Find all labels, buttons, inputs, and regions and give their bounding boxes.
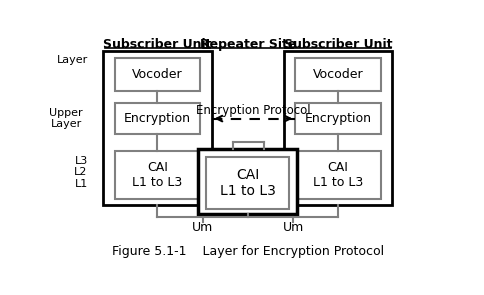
Text: CAI
L1 to L3: CAI L1 to L3: [132, 161, 182, 189]
Text: CAI
L1 to L3: CAI L1 to L3: [220, 168, 276, 198]
Text: Encryption Protocol: Encryption Protocol: [196, 104, 311, 117]
Text: Encryption: Encryption: [304, 112, 371, 125]
Bar: [103, 51, 212, 205]
Text: Figure 5.1-1    Layer for Encryption Protocol: Figure 5.1-1 Layer for Encryption Protoc…: [112, 245, 384, 258]
Text: CAI
L1 to L3: CAI L1 to L3: [313, 161, 363, 189]
Bar: [295, 151, 380, 199]
Bar: [206, 157, 289, 209]
Text: Encryption: Encryption: [124, 112, 191, 125]
Bar: [115, 151, 200, 199]
Bar: [115, 58, 200, 91]
Bar: [115, 103, 200, 134]
Text: L3
L2
L1: L3 L2 L1: [74, 156, 88, 189]
Bar: [295, 103, 380, 134]
Text: Subscriber Unit: Subscriber Unit: [284, 38, 392, 51]
Text: Um: Um: [282, 222, 303, 235]
Text: Um: Um: [192, 222, 213, 235]
Bar: [295, 58, 380, 91]
Text: Repeater Site: Repeater Site: [200, 38, 296, 51]
Bar: [284, 51, 392, 205]
Text: Layer: Layer: [56, 55, 88, 65]
Text: Subscriber Unit: Subscriber Unit: [103, 38, 212, 51]
Text: Vocoder: Vocoder: [313, 68, 363, 81]
Bar: [198, 149, 297, 214]
Text: Upper
Layer: Upper Layer: [48, 108, 82, 130]
Text: Vocoder: Vocoder: [132, 68, 182, 81]
